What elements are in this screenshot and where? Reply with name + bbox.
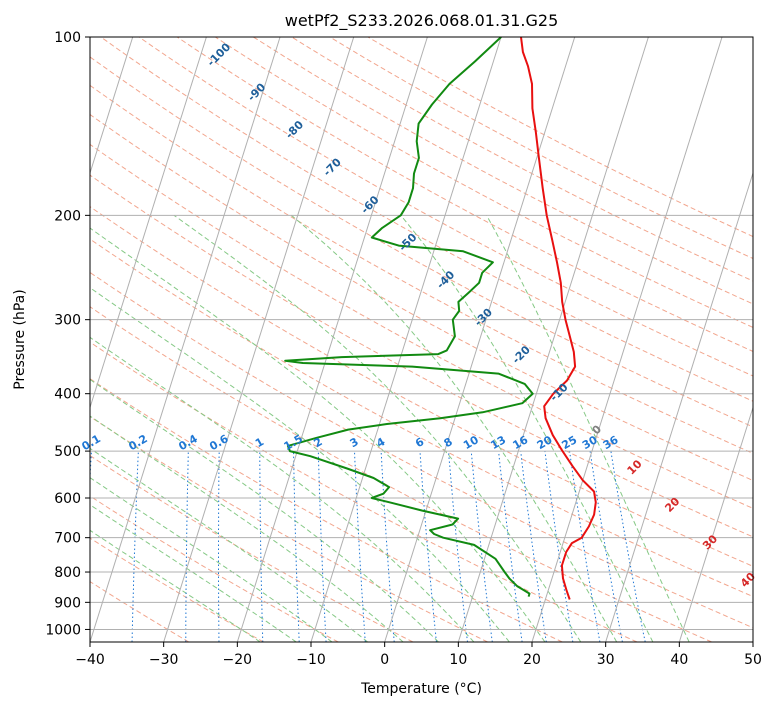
dry-adiabat (90, 238, 753, 598)
dry-adiabat (90, 537, 264, 642)
dry-adiabat (90, 84, 753, 454)
isotherm (163, 37, 355, 642)
y-tick-label: 1000 (45, 622, 81, 638)
moist-adiabat (173, 214, 582, 642)
y-tick-label: 500 (54, 444, 81, 460)
temperature-profile (520, 37, 597, 600)
dry-adiabat (138, 37, 753, 377)
moist-adiabat (90, 477, 333, 642)
mixing-ratio-line (610, 451, 646, 642)
x-tick-label: 10 (449, 652, 467, 668)
dry-adiabat (90, 56, 753, 428)
moist-adiabat (90, 227, 546, 642)
dry-adiabat (90, 271, 753, 629)
isotherm (457, 37, 649, 642)
x-axis-label: Temperature (°C) (360, 681, 482, 697)
moist-adiabat (90, 378, 439, 642)
x-tick-label: 50 (744, 652, 762, 668)
isotherm (605, 171, 753, 642)
y-tick-label: 700 (54, 531, 81, 547)
isotherm (236, 37, 428, 642)
x-tick-label: 40 (670, 652, 688, 668)
moist-adiabat (90, 529, 261, 642)
dry-adiabat (367, 37, 753, 238)
y-tick-label: 400 (54, 387, 81, 403)
y-axis-label: Pressure (hPa) (12, 289, 28, 389)
dry-adiabat (90, 174, 753, 538)
x-tick-label: −40 (75, 652, 105, 668)
x-axis: −40 −30 −20 −10 0 10 20 30 40 50 (75, 642, 762, 668)
y-axis: 100 200 300 400 500 600 700 800 900 1000 (45, 30, 90, 638)
isotherm (90, 37, 281, 642)
y-tick-label: 200 (54, 208, 81, 224)
dry-adiabat (90, 306, 712, 642)
chart-title: wetPf2_S233.2026.068.01.31.G25 (285, 11, 559, 31)
moist-adiabat (400, 214, 654, 642)
moist-adiabat (90, 287, 510, 642)
dry-adiabat (90, 206, 753, 567)
x-tick-label: −30 (149, 652, 179, 668)
moist-adiabat (90, 504, 297, 642)
dry-adiabat (90, 378, 563, 642)
isotherm (90, 37, 207, 410)
moist-adiabat (486, 215, 690, 642)
dry-adiabat (253, 37, 753, 305)
y-tick-label: 100 (54, 30, 81, 46)
mixing-ratio-line (498, 451, 523, 642)
y-tick-label: 300 (54, 313, 81, 329)
plot-frame (89, 36, 754, 643)
dry-adiabat (90, 113, 753, 482)
dry-adiabat (100, 37, 753, 402)
x-tick-label: −20 (223, 652, 253, 668)
isotherm (384, 37, 576, 642)
mixing-ratio-line (419, 451, 437, 642)
dewpoint-profile (284, 37, 534, 597)
x-tick-label: 0 (380, 652, 389, 668)
isotherm (531, 37, 723, 642)
x-tick-label: 20 (523, 652, 541, 668)
moist-adiabat (90, 415, 404, 642)
dry-adiabat (215, 37, 753, 328)
isotherm (90, 37, 134, 175)
moist-adiabat (290, 214, 618, 642)
x-tick-label: −10 (296, 652, 326, 668)
dry-adiabat (90, 495, 339, 642)
y-tick-label: 600 (54, 491, 81, 507)
dry-adiabat (329, 37, 753, 260)
mixing-ratio-line (470, 451, 493, 642)
x-tick-label: 30 (597, 652, 615, 668)
moist-adiabat (90, 336, 475, 642)
mixing-ratio-line (448, 451, 468, 642)
isotherm (678, 405, 753, 642)
mixing-ratio-line (544, 451, 574, 642)
y-tick-label: 800 (54, 565, 81, 581)
mixing-ratio-line (520, 451, 547, 642)
plot-area (90, 37, 753, 642)
isotherm (310, 37, 502, 642)
y-tick-label: 900 (54, 595, 81, 611)
